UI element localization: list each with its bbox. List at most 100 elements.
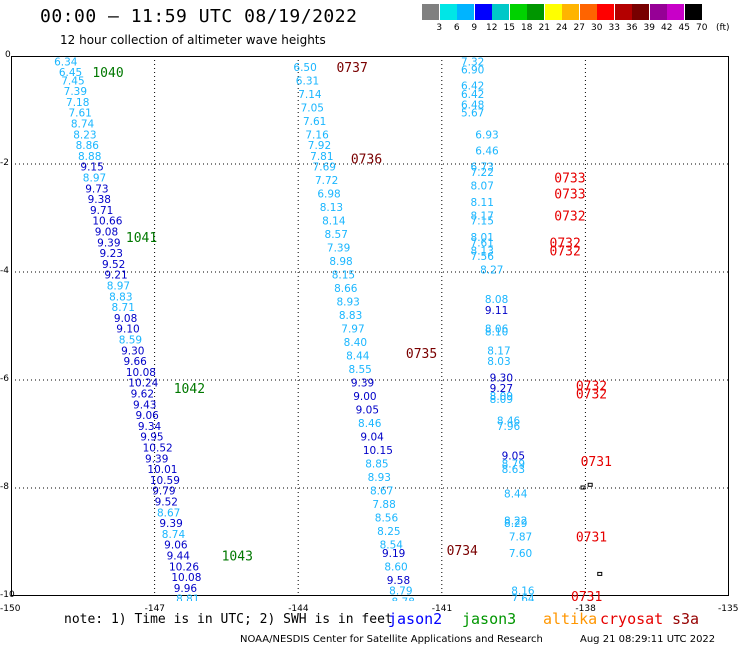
swh-value: 8.16 xyxy=(511,586,535,598)
swh-value: 8.93 xyxy=(336,297,359,309)
time-label: 0732 xyxy=(576,388,607,403)
colorbar-label: 21 xyxy=(538,23,550,33)
swh-value: 7.81 xyxy=(310,151,333,163)
swh-value: 6.42 xyxy=(461,81,484,93)
credit-line: NOAA/NESDIS Center for Satellite Applica… xyxy=(240,634,543,645)
time-label: 0732 xyxy=(550,236,581,251)
swh-value: 6.50 xyxy=(293,62,316,74)
island-outline xyxy=(587,482,593,487)
swh-value: 8.55 xyxy=(348,364,371,376)
colorbar-label: 3 xyxy=(436,23,443,33)
swh-value: 8.63 xyxy=(502,464,525,476)
colorbar-swatch xyxy=(649,4,667,20)
swh-value: 9.71 xyxy=(90,205,113,217)
swh-value: 8.09 xyxy=(490,394,513,406)
swh-value: 8.54 xyxy=(380,540,404,552)
swh-value: 8.66 xyxy=(334,283,358,295)
colorbar-swatch xyxy=(474,4,492,20)
swh-value: 9.30 xyxy=(121,345,144,357)
swh-value: 9.39 xyxy=(145,453,168,465)
x-tick-label: -147 xyxy=(144,604,166,614)
swh-value: 9.08 xyxy=(114,313,137,325)
swh-value: 7.22 xyxy=(471,167,494,179)
legend-item-altika: altika xyxy=(543,610,598,628)
swh-value: 10.01 xyxy=(147,464,177,476)
swh-value: 9.52 xyxy=(155,497,178,509)
page-title: 00:00 – 11:59 UTC 08/19/2022 xyxy=(40,6,358,27)
colorbar-swatch xyxy=(579,4,597,20)
swh-value: 8.23 xyxy=(73,129,96,141)
swh-value: 8.15 xyxy=(332,270,355,282)
swh-value: 9.95 xyxy=(140,432,163,444)
swh-value: 7.45 xyxy=(61,75,84,87)
generation-timestamp: Aug 21 08:29:11 UTC 2022 xyxy=(580,634,716,645)
colorbar-label: 18 xyxy=(521,23,533,33)
colorbar-label: 70 xyxy=(696,23,708,33)
swh-value: 9.06 xyxy=(164,540,188,552)
swh-value: 8.93 xyxy=(368,472,391,484)
swh-value: 8.86 xyxy=(76,140,100,152)
swh-value: 8.67 xyxy=(370,486,393,498)
swh-value: 8.01 xyxy=(471,232,494,244)
swh-value: 8.29 xyxy=(504,518,527,530)
colorbar-swatch xyxy=(562,4,579,20)
swh-value: 8.08 xyxy=(485,294,508,306)
colorbar-swatch xyxy=(684,4,702,20)
swh-value: 9.34 xyxy=(138,421,162,433)
swh-value: 8.09 xyxy=(490,391,513,403)
swh-value: 8.81 xyxy=(176,594,199,601)
swh-value: 7.05 xyxy=(301,102,324,114)
swh-value: 8.44 xyxy=(504,488,528,500)
swh-value: 6.90 xyxy=(461,65,484,77)
colorbar-swatch xyxy=(632,4,649,20)
island-outline xyxy=(597,571,603,576)
swh-value: 10.08 xyxy=(171,572,201,584)
swh-value: 9.73 xyxy=(85,183,108,195)
swh-value: 7.18 xyxy=(66,97,89,109)
swh-value: 9.39 xyxy=(351,378,374,390)
swh-value: 7.61 xyxy=(471,237,494,249)
colorbar-label: 39 xyxy=(643,23,655,33)
swh-value: 7.61 xyxy=(303,116,326,128)
time-label: 0732 xyxy=(554,209,585,224)
swh-value: 8.74 xyxy=(162,529,186,541)
swh-value: 7.97 xyxy=(341,324,364,336)
time-label: 0736 xyxy=(351,153,382,168)
colorbar-label: 24 xyxy=(556,23,568,33)
swh-value: 9.58 xyxy=(387,575,410,587)
time-label: 1040 xyxy=(92,66,123,81)
swh-value: 8.07 xyxy=(471,181,494,193)
y-tick-label: -2 xyxy=(0,158,9,168)
colorbar-label: 15 xyxy=(503,23,515,33)
swh-value: 8.97 xyxy=(107,281,130,293)
swh-value: 8.79 xyxy=(502,459,525,471)
swh-value: 6.73 xyxy=(471,162,494,174)
time-label: 1041 xyxy=(126,231,157,246)
island-outline xyxy=(580,485,586,490)
y-tick-label: -4 xyxy=(0,266,9,276)
time-label: 0731 xyxy=(581,455,612,470)
colorbar-unit: (ft) xyxy=(716,23,730,33)
swh-value: 8.79 xyxy=(389,586,412,598)
x-tick-label: -144 xyxy=(288,604,309,614)
swh-value: 7.69 xyxy=(313,162,336,174)
time-label: 0735 xyxy=(406,347,437,362)
swh-value: 9.66 xyxy=(123,356,147,368)
swh-value: 8.71 xyxy=(112,302,135,314)
swh-value: 9.27 xyxy=(490,383,513,395)
swh-value: 6.34 xyxy=(54,56,78,68)
swh-value: 6.93 xyxy=(475,129,498,141)
swh-value: 9.05 xyxy=(502,451,525,463)
swh-value: 8.57 xyxy=(325,229,348,241)
swh-value: 7.61 xyxy=(68,108,91,120)
swh-value: 10.52 xyxy=(143,443,173,455)
swh-value: 8.44 xyxy=(346,351,370,363)
swh-value: 8.46 xyxy=(497,416,521,428)
swh-value: 6.46 xyxy=(475,146,499,158)
swh-value: 9.52 xyxy=(102,259,125,271)
colorbar-swatch xyxy=(457,4,474,20)
legend-item-s3a: s3a xyxy=(672,610,700,628)
swh-value: 8.98 xyxy=(329,256,352,268)
time-label: 0737 xyxy=(336,61,367,76)
swh-value: 8.97 xyxy=(83,173,106,185)
